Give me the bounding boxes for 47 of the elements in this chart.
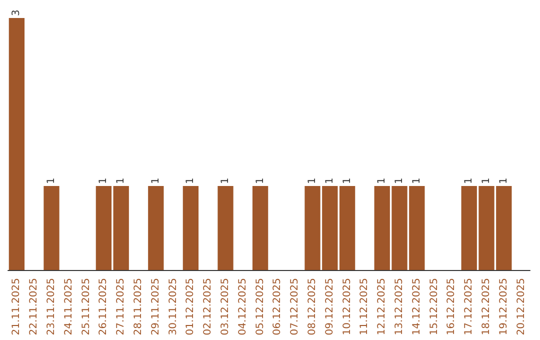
x-tick-label: 18.12.2025 bbox=[481, 278, 492, 336]
x-tick-label: 06.12.2025 bbox=[272, 278, 284, 336]
x-tick-label: 19.12.2025 bbox=[498, 278, 510, 336]
data-label: 1 bbox=[498, 178, 510, 184]
data-label: 1 bbox=[394, 178, 405, 184]
x-tick-label: 11.12.2025 bbox=[359, 278, 370, 336]
data-label: 1 bbox=[46, 178, 57, 184]
x-tick-label: 04.12.2025 bbox=[237, 278, 248, 336]
x-tick-label: 29.11.2025 bbox=[150, 278, 162, 336]
x-tick-label: 13.12.2025 bbox=[394, 278, 405, 336]
x-tick-label: 21.11.2025 bbox=[11, 278, 22, 336]
data-label: 1 bbox=[342, 178, 353, 184]
data-label: 1 bbox=[481, 178, 492, 184]
data-label: 1 bbox=[376, 178, 388, 184]
data-label: 3 bbox=[11, 10, 22, 16]
data-label: 1 bbox=[220, 178, 231, 184]
data-label: 1 bbox=[411, 178, 422, 184]
x-tick-label: 24.11.2025 bbox=[63, 278, 74, 336]
x-tick-label: 10.12.2025 bbox=[342, 278, 353, 336]
x-tick-label: 30.11.2025 bbox=[168, 278, 179, 336]
x-tick-label: 27.11.2025 bbox=[116, 278, 127, 336]
x-tick-label: 15.12.2025 bbox=[428, 278, 440, 336]
x-tick-label: 07.12.2025 bbox=[290, 278, 301, 336]
x-tick-label: 14.12.2025 bbox=[411, 278, 422, 336]
x-tick-label: 05.12.2025 bbox=[254, 278, 266, 336]
data-label: 1 bbox=[185, 178, 196, 184]
x-tick-label: 16.12.2025 bbox=[446, 278, 458, 336]
x-tick-label: 03.12.2025 bbox=[220, 278, 231, 336]
data-label: 1 bbox=[254, 178, 266, 184]
data-label: 1 bbox=[464, 178, 475, 184]
x-tick-label: 02.12.2025 bbox=[202, 278, 214, 336]
data-label: 1 bbox=[98, 178, 110, 184]
x-tick-label: 01.12.2025 bbox=[185, 278, 196, 336]
x-tick-label: 28.11.2025 bbox=[133, 278, 144, 336]
x-tick-label: 20.12.2025 bbox=[516, 278, 527, 336]
x-tick-label: 25.11.2025 bbox=[80, 278, 92, 336]
x-tick-label: 17.12.2025 bbox=[464, 278, 475, 336]
data-label: 1 bbox=[324, 178, 336, 184]
x-tick-label: 23.11.2025 bbox=[46, 278, 57, 336]
data-label: 1 bbox=[150, 178, 162, 184]
x-tick-label: 08.12.2025 bbox=[307, 278, 318, 336]
x-tick-label: 12.12.2025 bbox=[376, 278, 388, 336]
x-tick-label: 26.11.2025 bbox=[98, 278, 110, 336]
data-label: 1 bbox=[116, 178, 127, 184]
data-label: 1 bbox=[307, 178, 318, 184]
x-tick-label: 09.12.2025 bbox=[324, 278, 336, 336]
x-tick-label: 22.11.2025 bbox=[28, 278, 40, 336]
